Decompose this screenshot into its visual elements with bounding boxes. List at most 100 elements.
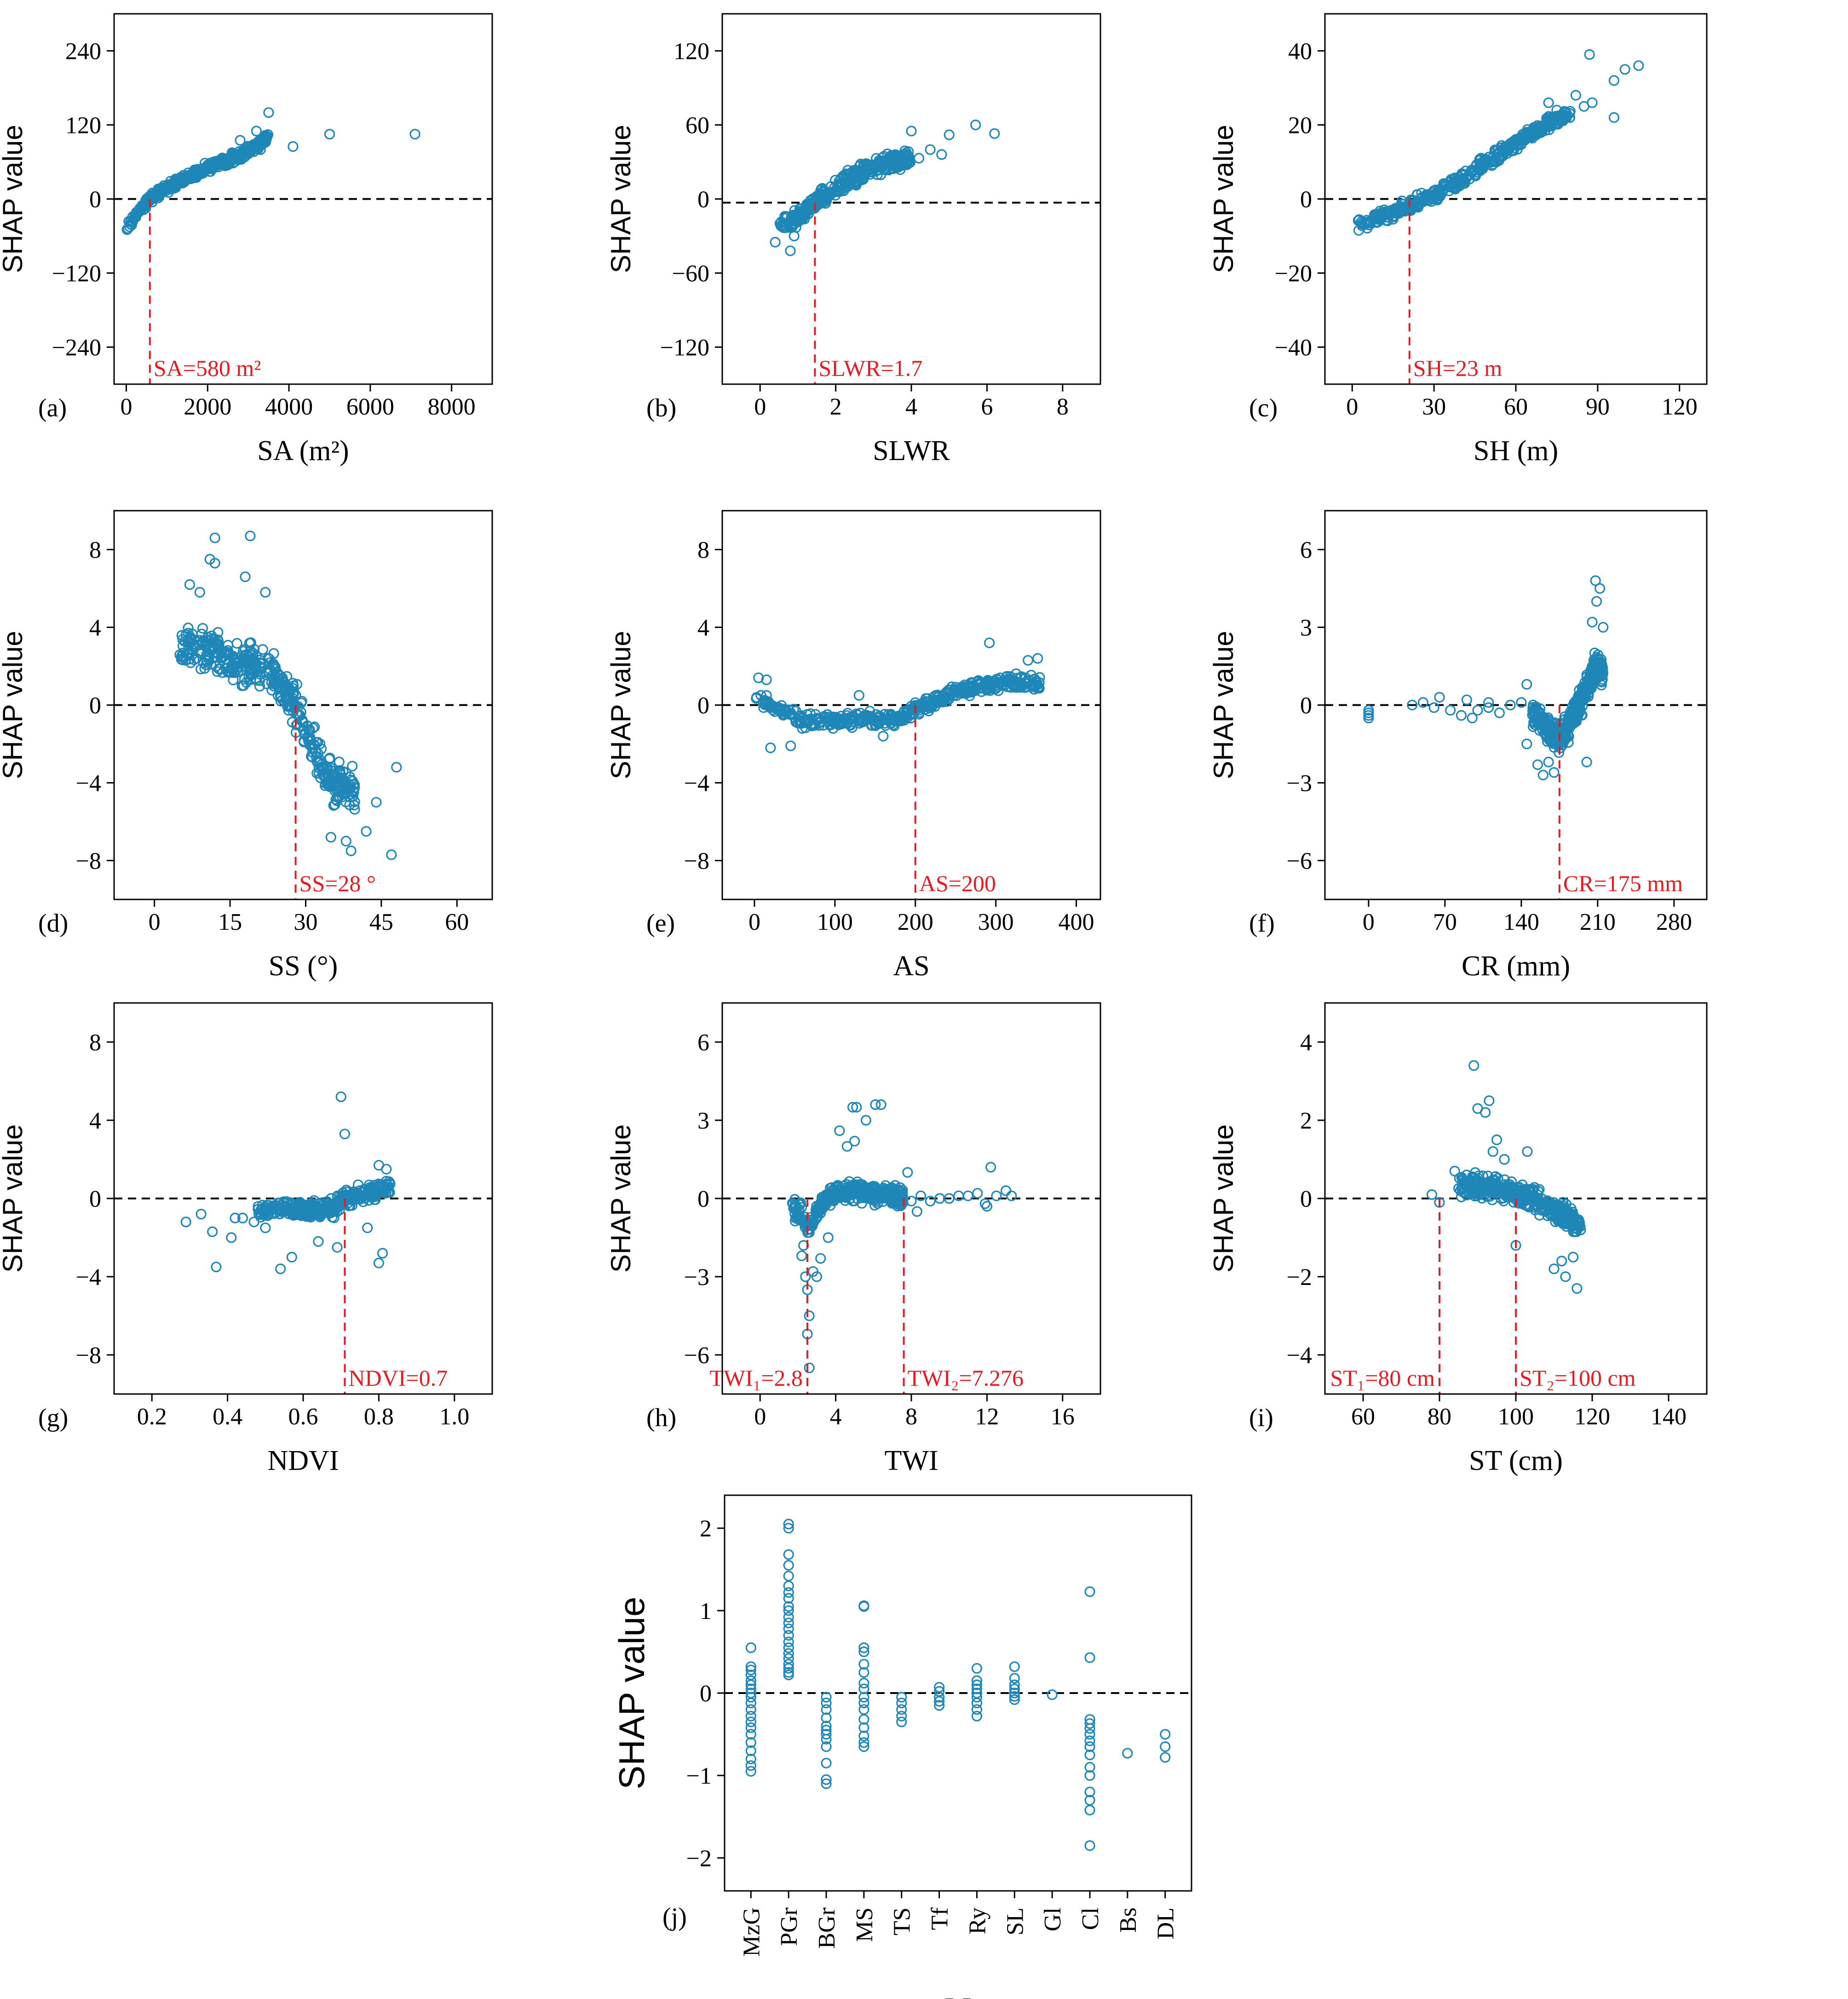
data-point (1476, 161, 1487, 172)
data-point (792, 717, 803, 729)
data-point (1472, 705, 1483, 716)
data-point (1084, 1741, 1095, 1752)
x-tick-label: 0.2 (137, 1404, 167, 1430)
data-point (875, 1099, 887, 1110)
data-point (1407, 699, 1418, 711)
data-point (984, 637, 995, 648)
data-point (1533, 716, 1544, 727)
data-point (150, 188, 161, 199)
data-point (920, 693, 932, 704)
data-point (858, 1737, 869, 1748)
data-point (334, 785, 345, 796)
data-point (870, 1099, 881, 1110)
x-tick-label: 6 (981, 394, 993, 420)
y-tick-label: 8 (89, 537, 101, 564)
panel-j: MzG PGr BGr MS TS Tf Ry SL Gl Cl Bs DL −2 −1 0 1 2 LI SHAP… (611, 1494, 1192, 1999)
axes-frame (721, 13, 1101, 385)
data-point (1566, 720, 1577, 731)
y-tick-label: 120 (65, 113, 101, 139)
x-tick-label: 0 (754, 394, 766, 420)
panel-e: AS=200 0 100 200 300 400 −8 −4 0 4 8 AS SHAP value (e… (605, 510, 1101, 982)
x-tick-label: MzG (738, 1907, 765, 1957)
y-tick-label: 120 (674, 39, 709, 65)
data-point (929, 701, 941, 712)
data-point (369, 1191, 381, 1202)
data-point (896, 1717, 907, 1728)
y-tick-label: 0 (697, 187, 709, 213)
data-point (800, 1271, 811, 1282)
x-tick-label: Cl (1077, 1907, 1104, 1930)
data-point (981, 685, 992, 696)
data-point (386, 849, 397, 860)
data-point (1428, 702, 1439, 713)
data-point (339, 1129, 351, 1140)
data-point (906, 1196, 917, 1207)
data-point (1047, 1689, 1058, 1700)
data-point (858, 1714, 869, 1725)
data-point (131, 212, 142, 223)
y-tick-label: −2 (686, 1845, 712, 1872)
data-point (1548, 729, 1559, 740)
x-tick-label: BGr (814, 1907, 840, 1949)
data-point (1591, 651, 1602, 663)
data-point (180, 1216, 191, 1227)
data-point (765, 742, 776, 754)
data-point (916, 703, 927, 714)
y-tick-label: 3 (1300, 615, 1312, 641)
data-point (1353, 215, 1364, 226)
data-point (211, 1262, 222, 1273)
data-point (164, 179, 175, 190)
data-point (745, 1711, 756, 1722)
data-point (858, 1704, 869, 1715)
data-point (1487, 1146, 1498, 1157)
data-point (869, 161, 880, 172)
data-point (1521, 679, 1532, 690)
data-point (1009, 1661, 1020, 1672)
x-tick-label: 200 (898, 909, 933, 935)
data-point (1587, 97, 1598, 108)
data-point (971, 1697, 982, 1709)
data-point (971, 1692, 982, 1703)
data-point (361, 826, 372, 837)
data-point (979, 1198, 990, 1209)
data-point (284, 686, 295, 697)
data-point (334, 1191, 345, 1202)
x-tick-label: Ry (964, 1907, 990, 1935)
x-tick-label: 60 (1504, 394, 1528, 420)
data-point (260, 587, 271, 598)
data-point (259, 135, 270, 146)
x-tick-label: 280 (1656, 909, 1692, 935)
y-tick-label: 0 (1300, 693, 1312, 719)
data-point (778, 708, 789, 719)
data-point (1572, 1283, 1583, 1294)
x-tick-label: 120 (1574, 1404, 1610, 1430)
x-axis-title: SH (m) (1474, 435, 1558, 467)
y-tick-label: 4 (89, 1108, 101, 1134)
data-point (770, 703, 781, 714)
data-point (1499, 1154, 1510, 1165)
x-tick-label: 0.4 (213, 1404, 242, 1430)
data-point (812, 1203, 823, 1214)
data-point (1406, 200, 1417, 211)
points-b (770, 119, 1000, 256)
x-tick-label: 60 (1351, 1404, 1375, 1430)
data-point (843, 178, 854, 189)
panel-f: CR=175 mm 0 70 140 210 280 −6 −3 0 3 6 CR (mm) SHAP … (1208, 510, 1708, 982)
data-point (184, 579, 195, 590)
data-point (894, 1182, 905, 1193)
data-point (1591, 596, 1602, 607)
data-point (1160, 1741, 1171, 1752)
data-point (1521, 127, 1532, 138)
data-point (783, 1663, 794, 1674)
threshold-label: AS=200 (919, 870, 996, 896)
data-point (971, 1675, 982, 1686)
panel-letter: (j) (662, 1903, 687, 1931)
data-point (1009, 1694, 1020, 1705)
x-tick-label: 90 (1586, 394, 1610, 420)
data-point (1009, 682, 1020, 693)
data-point (1573, 707, 1584, 718)
data-point (313, 1205, 324, 1216)
data-point (1539, 121, 1550, 132)
data-point (896, 1704, 907, 1715)
x-tick-label: 80 (1428, 1404, 1451, 1430)
